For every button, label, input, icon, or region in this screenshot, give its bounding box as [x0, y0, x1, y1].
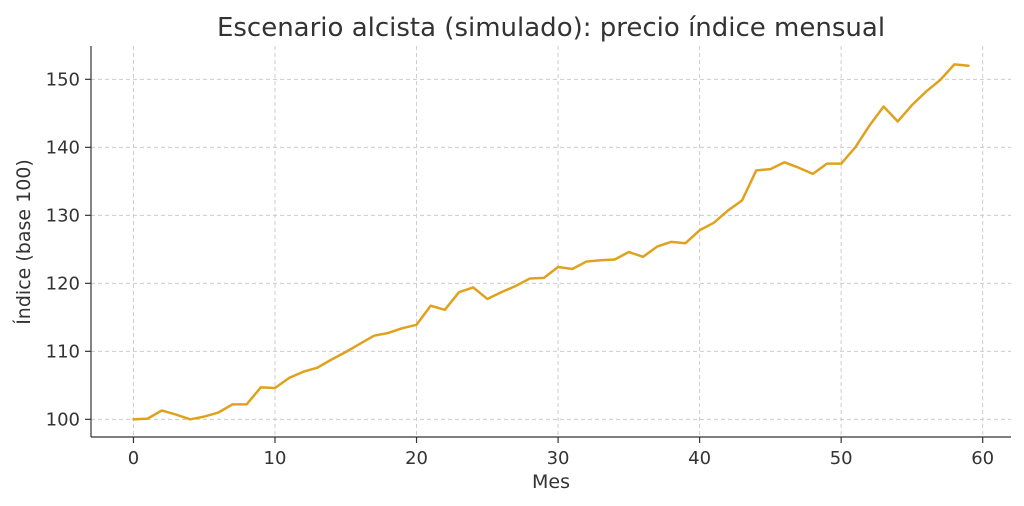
ticks: 0 10 20 30 40 50 60 100 110 120 130 140 150	[46, 69, 995, 469]
x-tick-label-4: 40	[688, 448, 711, 469]
y-tick-label-4: 140	[46, 137, 80, 158]
y-tick-label-2: 120	[46, 273, 80, 294]
y-tick-label-1: 110	[46, 341, 80, 362]
x-axis-label: Mes	[532, 471, 570, 493]
x-tick-label-6: 60	[971, 448, 994, 469]
axes	[90, 46, 1011, 438]
x-tick-label-0: 0	[128, 448, 139, 469]
x-tick-label-2: 20	[405, 448, 428, 469]
chart-title: Escenario alcista (simulado): precio índ…	[217, 13, 885, 43]
x-tick-label-3: 30	[547, 448, 570, 469]
series-line-0	[132, 63, 970, 421]
y-tick-label-3: 130	[46, 205, 80, 226]
y-axis-label: Índice (base 100)	[12, 159, 35, 325]
x-tick-label-1: 10	[264, 448, 287, 469]
x-tick-label-5: 50	[830, 448, 853, 469]
y-tick-label-5: 150	[46, 69, 80, 90]
y-tick-label-0: 100	[46, 409, 80, 430]
grid	[91, 46, 1011, 437]
series	[132, 63, 970, 421]
